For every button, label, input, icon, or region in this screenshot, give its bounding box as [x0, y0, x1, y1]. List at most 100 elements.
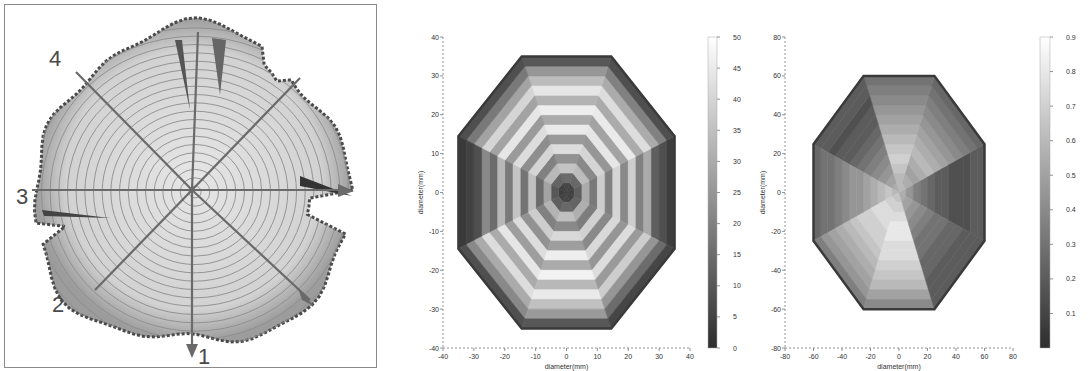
contour-cell [881, 134, 916, 144]
streak [175, 40, 190, 110]
contour-cell [547, 134, 585, 144]
contour-cell [659, 140, 667, 245]
y-axis-label: diameter(mm) [759, 171, 767, 215]
contour-cell [505, 160, 513, 224]
colorbar-tick-label: 0.5 [1066, 172, 1076, 179]
y-tick-label: 60 [773, 72, 781, 79]
colorbar-tick [717, 254, 720, 255]
contour-cell [536, 176, 544, 208]
radial-line [192, 32, 198, 190]
y-tick [440, 270, 443, 271]
contour-cell [929, 233, 978, 300]
contour-cell [821, 233, 870, 300]
outline [814, 76, 985, 309]
contour-cell [814, 76, 867, 148]
figure: 1234-40-30-20-10010203040-40-30-20-10010… [0, 0, 1092, 371]
direction-label: 3 [16, 184, 28, 209]
contour-cell [956, 156, 963, 228]
contour-cell [605, 66, 667, 144]
contour-cell [466, 241, 528, 319]
direction-label: 4 [49, 46, 61, 71]
contour-cell [929, 86, 978, 153]
x-tick [984, 348, 985, 351]
contour-cell [458, 56, 525, 140]
y-tick [782, 348, 785, 349]
contour-cell [489, 152, 497, 233]
colorbar-tick-label: 0.7 [1066, 103, 1076, 110]
contour-cell [821, 148, 828, 237]
contour-cell [482, 148, 490, 237]
colorbar-tick [1050, 244, 1053, 245]
contour-cell [970, 148, 977, 237]
x-tick-label: 20 [924, 353, 932, 360]
radial-line [191, 190, 193, 355]
contour-cell [605, 168, 613, 216]
y-tick [782, 153, 785, 154]
colorbar-tick [1050, 175, 1053, 176]
x-tick-label: 20 [624, 353, 632, 360]
contour-cell [535, 280, 599, 290]
contour-cell [474, 144, 482, 241]
colorbar-tick [1050, 106, 1053, 107]
y-tick-label: 40 [773, 111, 781, 118]
colorbar-tick-label: 40 [733, 96, 741, 103]
y-tick [440, 309, 443, 310]
x-axis-label: diameter(mm) [877, 363, 921, 371]
contour-cell [651, 144, 659, 241]
contour-cell [867, 290, 932, 300]
y-tick-label: -20 [429, 267, 439, 274]
x-tick [628, 348, 629, 351]
colorbar-tick [1050, 313, 1053, 314]
y-tick [440, 192, 443, 193]
contour-cell [535, 95, 599, 105]
x-tick-label: 0 [565, 353, 569, 360]
x-tick [899, 348, 900, 351]
y-tick-label: -20 [771, 228, 781, 235]
y-tick-label: 10 [431, 150, 439, 157]
y-tick-label: -40 [429, 345, 439, 352]
contour-cell [878, 251, 919, 261]
colorbar-tick [717, 99, 720, 100]
x-tick [1013, 348, 1014, 351]
contour-cell [554, 154, 580, 164]
contour-cell [869, 95, 928, 105]
contour-cell [863, 172, 870, 212]
colorbar-tick-label: 0.6 [1066, 137, 1076, 144]
x-tick-label: -60 [808, 353, 818, 360]
streak [212, 38, 226, 95]
x-tick-label: 40 [686, 353, 694, 360]
contour-cell [458, 245, 525, 329]
contour-cell [872, 270, 925, 280]
colorbar-tick [717, 68, 720, 69]
x-tick [566, 348, 567, 351]
contour-cell [864, 299, 935, 309]
contour-cell [525, 66, 608, 76]
x-tick-label: -30 [469, 353, 479, 360]
y-axis-label: diameter(mm) [417, 171, 425, 215]
contour-cell [931, 76, 984, 148]
colorbar-tick-label: 0.9 [1066, 34, 1076, 41]
colorbar-tick [717, 37, 720, 38]
outline [458, 56, 674, 328]
contour-cell [871, 176, 878, 208]
radial-line [192, 78, 300, 190]
contour-cell [525, 309, 608, 319]
contour-cell [878, 124, 919, 134]
contour-cell [590, 176, 598, 208]
contour-cell [928, 172, 935, 212]
x-tick-label: -40 [837, 353, 847, 360]
cells [458, 56, 674, 328]
colorbar-tick [717, 223, 720, 224]
growth-rings [24, 28, 366, 356]
y-tick-label: -60 [771, 306, 781, 313]
crack [42, 210, 110, 218]
contour-cell [835, 156, 842, 228]
x-tick [659, 348, 660, 351]
y-tick [440, 75, 443, 76]
colorbar-tick-label: 25 [733, 189, 741, 196]
contour-cell [814, 237, 867, 309]
y-tick-label: 80 [773, 34, 781, 41]
contour-cell [884, 144, 914, 154]
contour-cell [520, 168, 528, 216]
colorbar-tick [1050, 71, 1053, 72]
